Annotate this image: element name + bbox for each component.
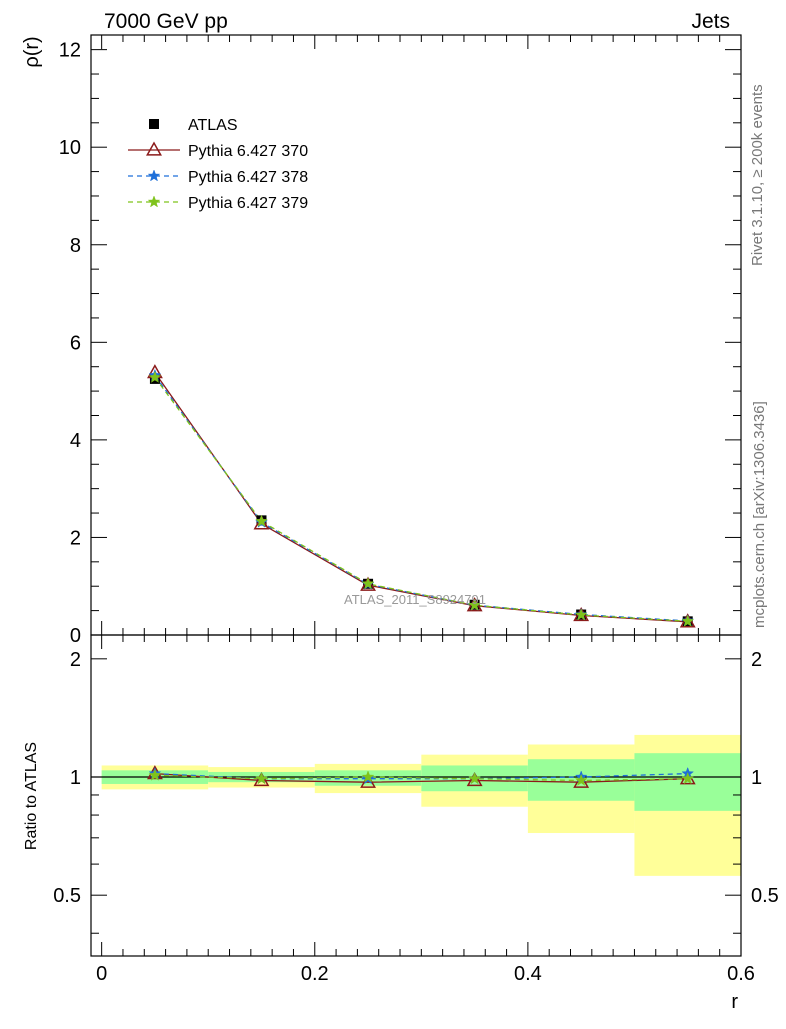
ratio-y-tick-label-left: 1: [70, 767, 81, 789]
ratio-line-p378: [154, 772, 688, 780]
ratio-p379-point: [574, 773, 588, 786]
p379-point: [681, 614, 695, 627]
ratio-line-p379: [154, 774, 688, 782]
x-tick-label: 0.6: [727, 963, 755, 985]
mcplots-label: mcplots.cern.ch [arXiv:1306.3436]: [751, 401, 768, 628]
ratio-y-tick-label-left: 0.5: [53, 885, 81, 907]
ratio-uncertainty-bands: [91, 734, 741, 876]
main-y-axis-label: ρ(r): [21, 36, 43, 67]
main-panel: ATLAS_2011_S8924791 0 2 4 6 8 10 12 ρ(r) ATLAS…: [21, 34, 742, 647]
main-y-tick-labels: 0 2 4 6 8 10 12: [59, 40, 81, 647]
main-plot-area: [147, 364, 696, 628]
ratio-frame: [90, 634, 742, 957]
p379-point: [255, 514, 268, 527]
analysis-watermark: ATLAS_2011_S8924791: [344, 592, 486, 607]
p370-point: [253, 515, 270, 530]
main-y-tick-label: 6: [70, 332, 81, 354]
series-line-p378: [154, 375, 688, 622]
x-axis-label: r: [731, 991, 738, 1013]
p379-point: [468, 598, 481, 611]
header-left-label: 7000 GeV pp: [104, 10, 228, 33]
legend-label-p379: Pythia 6.427 379: [188, 195, 308, 212]
legend-label-p378: Pythia 6.427 378: [188, 169, 308, 186]
legend-marker-p379: [147, 195, 161, 208]
ratio-y-tick-label-right: 0.5: [751, 885, 779, 907]
main-y-tick-label: 8: [70, 235, 81, 257]
ratio-p379-point: [255, 771, 268, 785]
x-tick-labels: 0 0.2 0.4 0.6: [96, 963, 755, 985]
ratio-plot-area: [147, 765, 696, 788]
band-inner: [634, 753, 741, 811]
p379-point: [148, 370, 162, 383]
ratio-y-axis-label: Ratio to ATLAS: [23, 742, 40, 850]
ratio-y-tick-label-right: 1: [751, 767, 762, 789]
ratio-p370-point: [253, 771, 270, 787]
header-right-label: Jets: [691, 10, 730, 33]
p379-point: [574, 608, 588, 621]
ratio-line-p370: [154, 772, 688, 783]
main-y-tick-label: 0: [70, 625, 81, 647]
ratio-axes: [90, 634, 742, 957]
ratio-p379-point: [468, 771, 481, 785]
ratio-panel: 0.5 0.5 1 1 2 2 0 0.2 0.4 0.6 Ratio to ATLAS r: [23, 634, 779, 1013]
rivet-label: Rivet 3.1.10, ≥ 200k events: [749, 84, 766, 266]
ratio-y-tick-label-right: 2: [751, 649, 762, 671]
main-y-tick-label: 4: [70, 430, 81, 452]
legend-label-atlas: ATLAS: [188, 117, 238, 134]
legend-marker-atlas: [149, 119, 159, 129]
ratio-y-tick-labels: 0.5 0.5 1 1 2 2: [53, 649, 779, 907]
ratio-p379-point: [681, 771, 695, 785]
series-line-p370: [154, 372, 688, 623]
ratio-y-tick-label-left: 2: [70, 649, 81, 671]
x-tick-label: 0.2: [301, 963, 329, 985]
p379-point: [361, 577, 375, 590]
legend-marker-p370: [146, 141, 162, 156]
ratio-p379-point: [148, 768, 162, 781]
legend-marker-p378: [147, 169, 161, 182]
legend: ATLAS Pythia 6.427 370 Pythia 6.427 378 Pyt…: [128, 117, 308, 212]
main-y-tick-label: 10: [59, 137, 81, 159]
ratio-p370-point: [466, 771, 483, 787]
main-y-tick-label: 12: [59, 40, 81, 62]
x-tick-label: 0: [96, 963, 107, 985]
legend-label-p370: Pythia 6.427 370: [188, 143, 308, 160]
series-line-p379: [154, 377, 688, 622]
ratio-p379-point: [361, 770, 375, 783]
x-tick-label: 0.4: [514, 963, 542, 985]
main-y-tick-label: 2: [70, 527, 81, 549]
